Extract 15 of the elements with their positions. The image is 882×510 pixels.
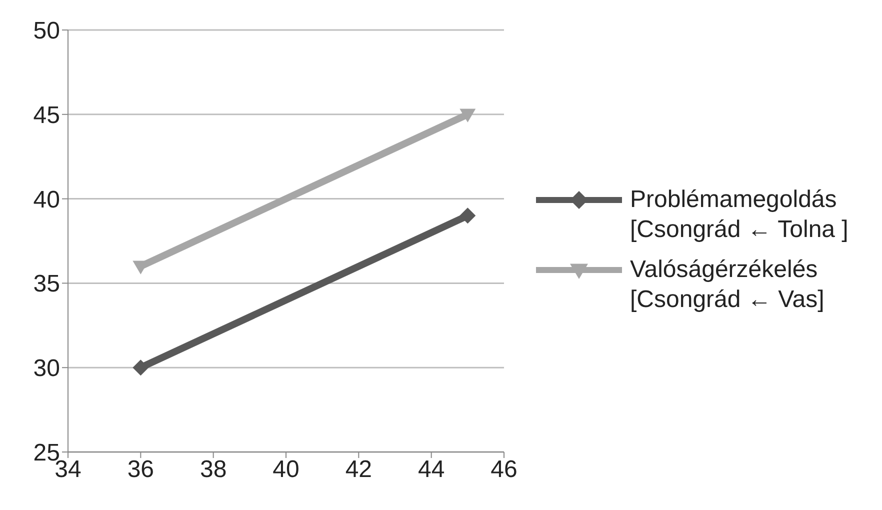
y-tick-label: 40 xyxy=(33,186,60,214)
legend-label: Valóságérzékelés [Csongrád ← Vas] xyxy=(630,255,826,315)
x-tick-label: 44 xyxy=(418,456,445,484)
x-tick-label: 36 xyxy=(127,456,154,484)
y-tick-label: 35 xyxy=(33,270,60,298)
x-tick-label: 46 xyxy=(490,456,518,484)
x-tick-label: 42 xyxy=(345,456,372,484)
x-tick-label: 40 xyxy=(272,456,300,484)
point xyxy=(132,360,149,376)
point xyxy=(460,208,476,224)
y-tick-label: 45 xyxy=(33,102,60,129)
legend-label: Problémamegoldás [Csongrád ← Tolna ] xyxy=(630,185,850,245)
y-tick-label: 30 xyxy=(33,355,60,382)
y-tick-label: 50 xyxy=(33,18,60,45)
x-tick-label: 38 xyxy=(200,456,227,484)
